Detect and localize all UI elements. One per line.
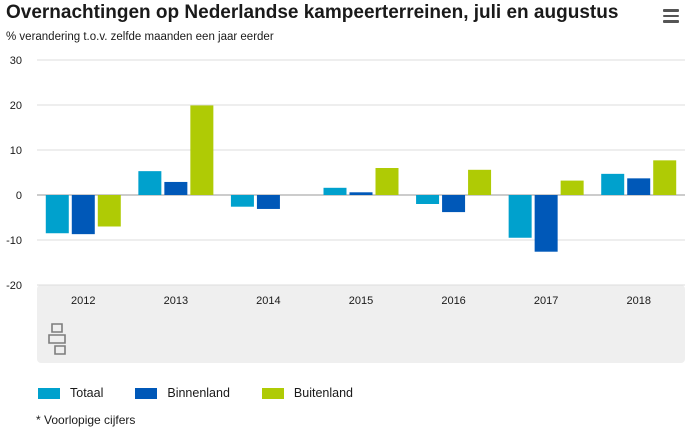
bar-buitenland-2013 [190, 105, 214, 195]
bar-binnenland-2012 [71, 195, 95, 235]
bar-binnenland-2018 [627, 178, 651, 195]
bar-totaal-2012 [45, 195, 69, 234]
bar-binnenland-2017 [534, 195, 558, 252]
legend-swatch-buitenland [261, 387, 284, 399]
x-tick-label: 2016 [441, 295, 465, 307]
bar-buitenland-2015 [375, 168, 399, 195]
y-tick-label: -10 [6, 235, 22, 247]
bar-buitenland-2016 [468, 169, 492, 195]
y-tick-label: -20 [6, 280, 22, 292]
x-tick-label: 2012 [71, 295, 95, 307]
bar-buitenland-2012 [97, 195, 121, 227]
footnote: * Voorlopige cijfers [36, 413, 136, 427]
bar-binnenland-2013 [164, 181, 188, 195]
hamburger-menu-icon[interactable] [663, 9, 679, 23]
bar-totaal-2018 [601, 173, 625, 195]
bar-totaal-2016 [416, 195, 440, 204]
y-tick-label: 0 [16, 190, 22, 202]
legend-label-binnenland: Binnenland [167, 386, 230, 400]
bar-totaal-2013 [138, 171, 162, 195]
y-tick-label: 10 [10, 145, 22, 157]
x-tick-label: 2014 [256, 295, 280, 307]
legend-item-binnenland[interactable]: Binnenland [135, 386, 230, 400]
chart-title: Overnachtingen op Nederlandse kampeerter… [6, 2, 619, 23]
bar-totaal-2014 [230, 195, 254, 207]
bar-totaal-2017 [508, 195, 532, 238]
legend-label-buitenland: Buitenland [293, 386, 353, 400]
x-tick-label: 2018 [626, 295, 650, 307]
y-tick-label: 30 [10, 55, 22, 67]
x-tick-label: 2013 [164, 295, 188, 307]
bar-binnenland-2014 [256, 195, 280, 209]
x-tick-label: 2015 [349, 295, 373, 307]
chart-subtitle: % verandering t.o.v. zelfde maanden een … [6, 31, 274, 43]
bar-buitenland-2017 [560, 180, 584, 195]
bar-buitenland-2018 [653, 160, 677, 195]
source-logo-icon [48, 323, 66, 355]
legend-item-totaal[interactable]: Totaal [38, 386, 103, 400]
legend-swatch-binnenland [135, 387, 158, 399]
x-tick-label: 2017 [534, 295, 558, 307]
bar-binnenland-2015 [349, 192, 373, 195]
bar-binnenland-2016 [442, 195, 466, 213]
legend: Totaal Binnenland Buitenland [38, 386, 385, 400]
bar-totaal-2015 [323, 187, 347, 195]
legend-swatch-totaal [38, 387, 60, 399]
y-tick-label: 20 [10, 100, 22, 112]
legend-item-buitenland[interactable]: Buitenland [261, 386, 353, 400]
x-axis-band [37, 285, 685, 363]
legend-label-totaal: Totaal [70, 386, 104, 400]
